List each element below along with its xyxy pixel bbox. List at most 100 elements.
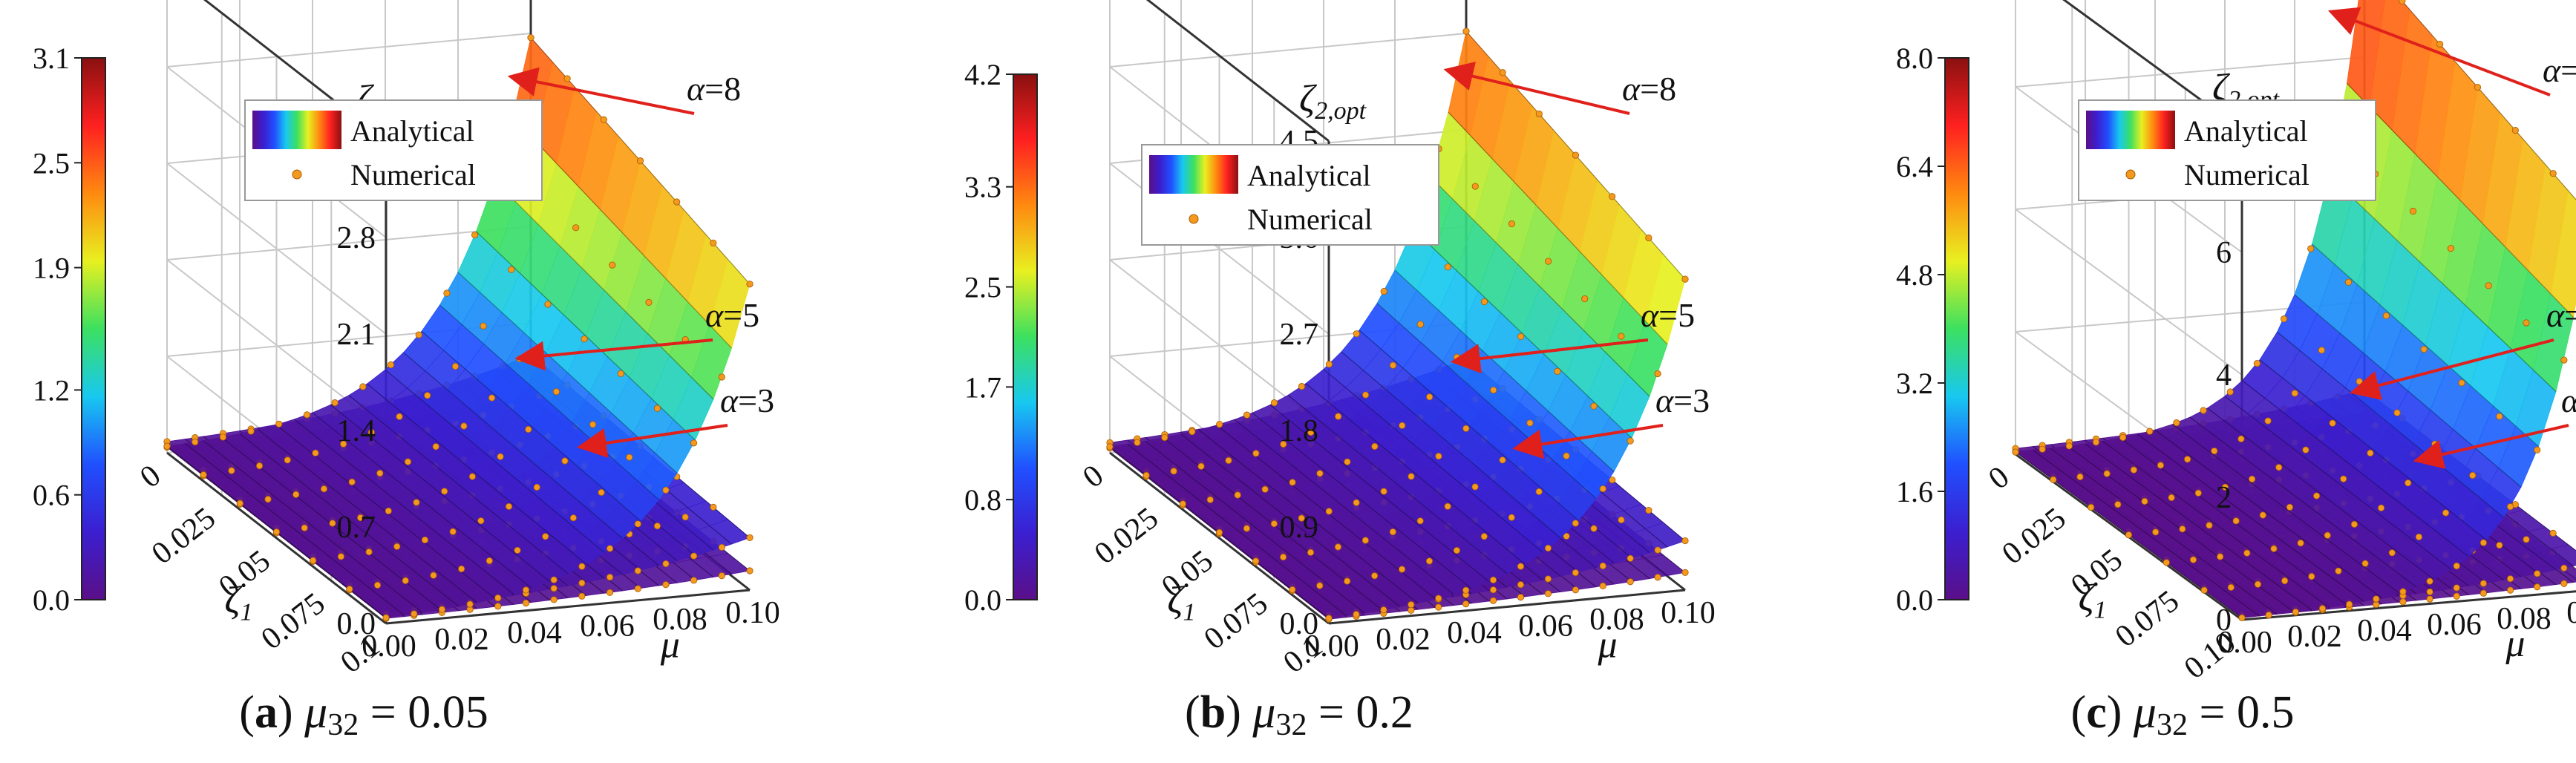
numerical-point — [1627, 554, 1634, 562]
numerical-point — [1572, 520, 1579, 527]
arrow-α5 — [2350, 338, 2554, 400]
numerical-point — [2254, 580, 2262, 588]
legend-numerical-marker — [1189, 214, 1199, 224]
colorbar-a: 0.0 0.6 1.2 1.9 2.5 3.1 — [33, 42, 106, 617]
numerical-point — [533, 483, 540, 491]
x-tick-label: 0.06 — [1518, 609, 1573, 644]
series-label-value: =3 — [1673, 382, 1710, 419]
numerical-point — [402, 577, 409, 584]
mesh-line — [1448, 111, 1668, 345]
numerical-point — [1480, 533, 1488, 540]
series-label-α3: α=3 — [720, 382, 774, 419]
numerical-point — [1508, 220, 1516, 228]
numerical-point — [2270, 545, 2278, 552]
numerical-point — [411, 610, 418, 618]
colorbar-tick-label: 3.3 — [964, 171, 1001, 204]
numerical-point — [578, 592, 586, 600]
numerical-point — [1599, 485, 1606, 493]
numerical-point — [2050, 476, 2057, 483]
numerical-point — [1563, 532, 1570, 540]
numerical-point — [2474, 83, 2482, 91]
numerical-point — [2534, 570, 2541, 577]
mesh-line — [2242, 380, 2469, 557]
series-label-value: =5 — [2564, 296, 2576, 334]
series-annotations: α=8α=5α=3 — [1443, 62, 1710, 459]
numerical-point — [2141, 497, 2148, 505]
series-label-value: =5 — [723, 296, 759, 334]
z-axis-label-main: ζ — [1299, 78, 1317, 120]
axis-x-line — [2241, 590, 2576, 621]
numerical-point — [2469, 471, 2477, 479]
numerical-point — [1353, 499, 1360, 506]
z-tick-label: 2.7 — [1280, 318, 1319, 352]
numerical-point — [275, 420, 283, 428]
numerical-point — [393, 543, 401, 550]
numerical-point — [236, 500, 243, 507]
numerical-point — [396, 413, 403, 420]
axis-y-line — [166, 451, 387, 625]
series-label-symbol: α — [2561, 382, 2576, 419]
gridline-z-back — [166, 33, 532, 68]
numerical-point — [432, 443, 439, 451]
mesh-line — [439, 304, 659, 500]
numerical-point — [1335, 413, 1342, 420]
legend-numerical-label: Numerical — [350, 158, 476, 191]
colorbar-c: 0.0 1.6 3.2 4.8 6.4 8.0 — [1896, 42, 1969, 617]
numerical-point — [1408, 601, 1415, 609]
numerical-point — [710, 239, 717, 246]
numerical-point — [626, 453, 633, 461]
numerical-point — [1681, 537, 1689, 545]
mesh-line — [1252, 412, 1472, 589]
numerical-point — [1517, 333, 1525, 341]
numerical-point — [2485, 282, 2492, 289]
mesh-line — [2294, 294, 2522, 488]
numerical-point — [1106, 443, 1114, 451]
numerical-point — [527, 33, 535, 42]
numerical-point — [1134, 439, 1141, 446]
numerical-point — [480, 322, 487, 330]
numerical-point — [2356, 378, 2363, 385]
numerical-point — [219, 433, 226, 441]
numerical-point — [477, 517, 485, 525]
numerical-point — [2453, 584, 2460, 592]
x-tick-label: 0.06 — [580, 609, 635, 644]
series-label-symbol: α — [705, 296, 724, 334]
numerical-point — [2119, 433, 2127, 442]
numerical-point — [373, 581, 382, 589]
series-label-symbol: α — [1641, 296, 1659, 334]
gridline-z-back — [166, 226, 532, 261]
arrow-α5 — [1450, 338, 1649, 374]
numerical-point — [471, 231, 479, 239]
colorbar-tick-label: 1.7 — [964, 370, 1001, 404]
numerical-point — [2125, 531, 2133, 539]
numerical-point — [589, 421, 597, 428]
numerical-point — [1517, 594, 1525, 601]
numerical-point — [550, 585, 558, 592]
numerical-point — [581, 335, 588, 343]
numerical-point — [2211, 447, 2218, 455]
colorbar-gradient — [81, 57, 106, 600]
numerical-point — [303, 411, 311, 419]
numerical-point — [598, 488, 605, 497]
arrow-α3 — [576, 424, 728, 458]
x-tick-label: 0.04 — [2357, 614, 2412, 648]
x-tick-label: 0.06 — [2427, 608, 2482, 642]
numerical-point — [1325, 508, 1333, 515]
numerical-point — [2350, 520, 2358, 528]
numerical-point — [2453, 562, 2460, 570]
numerical-point — [1645, 234, 1653, 242]
numerical-point — [1499, 456, 1506, 464]
y-tick-label: 0.075 — [255, 586, 332, 656]
numerical-point — [301, 524, 308, 531]
numerical-point — [2179, 525, 2186, 533]
legend-numerical-marker — [2125, 169, 2136, 180]
numerical-point — [1681, 275, 1689, 283]
x-axis-label: μ — [1598, 624, 1618, 667]
numerical-point — [1334, 543, 1342, 551]
series-label-α8: α=8 — [1622, 70, 1676, 108]
colorbar-tick-label: 0.0 — [1896, 583, 1933, 617]
colorbar-tick-label: 0.0 — [964, 583, 1001, 617]
numerical-point — [2549, 170, 2557, 177]
numerical-point — [609, 261, 616, 269]
y-axis-label-sub: 1 — [1183, 599, 1195, 626]
